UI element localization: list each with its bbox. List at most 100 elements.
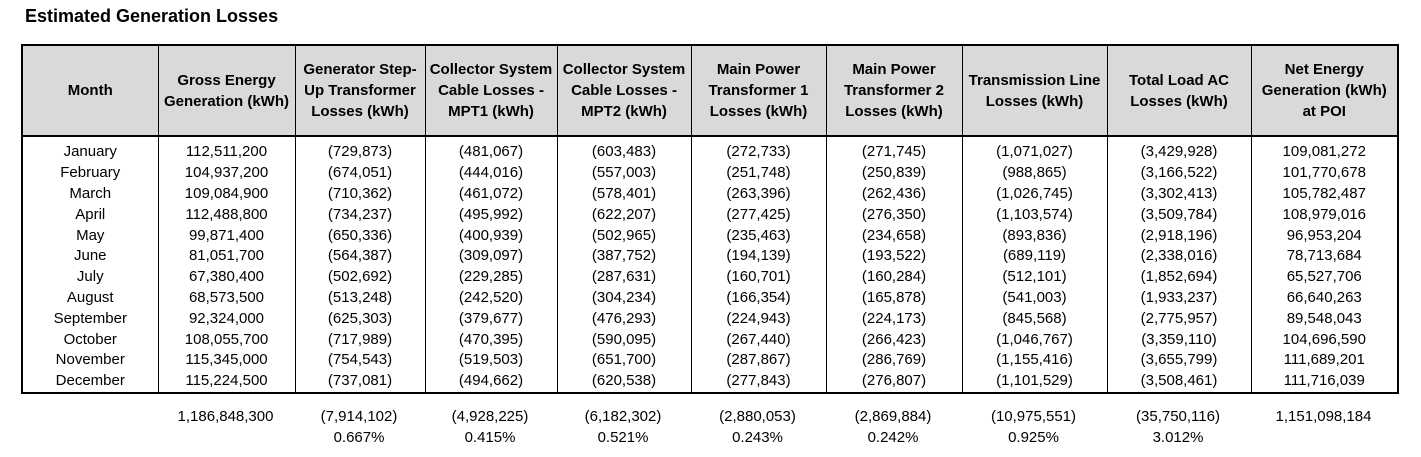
table-row: August 68,573,500 (513,248) (242,520) (304,2… [21,287,1399,309]
table-row: February 104,937,200 (674,051) (444,016) (55… [21,162,1399,184]
value-cell: (893,836) [961,225,1108,246]
table-row: September 92,324,000 (625,303) (379,677) (47… [21,308,1399,330]
percentage-cell: 3.012% [1152,429,1204,447]
value-cell: (689,119) [961,245,1108,267]
value-cell: (1,046,767) [961,329,1108,350]
month-cell: April [21,204,159,226]
value-cell: (444,016) [424,162,558,184]
value-cell: 104,937,200 [157,162,296,184]
total-cell: 1,151,098,184 [1275,408,1372,426]
value-cell: 111,716,039 [1250,370,1399,394]
value-cell: (603,483) [556,136,692,163]
value-cell: 65,527,706 [1250,266,1399,288]
table-row: October 108,055,700 (717,989) (470,395) (590… [21,329,1399,350]
table-row: July 67,380,400 (502,692) (229,285) (287,631… [21,266,1399,288]
value-cell: (165,878) [825,287,963,309]
value-cell: (620,538) [556,370,692,394]
value-cell: (234,658) [825,225,963,246]
value-cell: (590,095) [556,329,692,350]
value-cell: 78,713,684 [1250,245,1399,267]
month-cell: October [21,329,159,350]
value-cell: (1,026,745) [961,183,1108,205]
value-cell: (494,662) [424,370,558,394]
value-cell: (263,396) [690,183,827,205]
value-cell: 105,782,487 [1250,183,1399,205]
value-cell: 68,573,500 [157,287,296,309]
value-cell: (286,769) [825,349,963,371]
header-net-energy: Net Energy Generation (kWh) at POI [1250,44,1399,137]
header-collector-mpt1: Collector System Cable Losses - MPT1 (kW… [424,44,558,137]
value-cell: (267,440) [690,329,827,350]
value-cell: 101,770,678 [1250,162,1399,184]
value-cell: 109,081,272 [1250,136,1399,163]
value-cell: (737,081) [294,370,426,394]
value-cell: (519,503) [424,349,558,371]
percentage-cell [21,428,157,449]
value-cell: (476,293) [556,308,692,330]
value-cell: (502,692) [294,266,426,288]
month-cell: March [21,183,159,205]
value-cell: (242,520) [424,287,558,309]
percentage-cell: 0.415% [464,429,516,447]
percentages-row: 0.667% 0.415% 0.521% 0.243% 0.242% 0.925% 3.01… [21,428,1397,449]
totals-row: 1,186,848,300 (7,914,102) (4,928,225) (6,18… [21,402,1397,428]
value-cell: 111,689,201 [1250,349,1399,371]
value-cell: (1,933,237) [1106,287,1252,309]
table-row: May 99,871,400 (650,336) (400,939) (502,965)… [21,225,1399,246]
value-cell: (650,336) [294,225,426,246]
value-cell: (272,733) [690,136,827,163]
value-cell: (276,807) [825,370,963,394]
month-cell: July [21,266,159,288]
value-cell: (3,166,522) [1106,162,1252,184]
value-cell: (470,395) [424,329,558,350]
value-cell: (266,423) [825,329,963,350]
total-cell: (6,182,302) [584,408,662,426]
percentage-cell [1250,428,1397,449]
month-cell: May [21,225,159,246]
value-cell: (2,338,016) [1106,245,1252,267]
table-body: January 112,511,200 (729,873) (481,067) (603… [21,136,1399,394]
value-cell: 108,055,700 [157,329,296,350]
value-cell: 112,511,200 [157,136,296,163]
value-cell: (710,362) [294,183,426,205]
value-cell: (578,401) [556,183,692,205]
percentage-cell: 0.243% [732,429,783,447]
value-cell: (729,873) [294,136,426,163]
value-cell: (651,700) [556,349,692,371]
value-cell: 67,380,400 [157,266,296,288]
value-cell: (622,207) [556,204,692,226]
value-cell: 92,324,000 [157,308,296,330]
value-cell: (3,359,110) [1106,329,1252,350]
totals-table: 1,186,848,300 (7,914,102) (4,928,225) (6,18… [21,402,1397,449]
value-cell: 112,488,800 [157,204,296,226]
value-cell: (1,103,574) [961,204,1108,226]
value-cell: (400,939) [424,225,558,246]
value-cell: (541,003) [961,287,1108,309]
value-cell: 96,953,204 [1250,225,1399,246]
value-cell: 99,871,400 [157,225,296,246]
header-transmission-losses: Transmission Line Losses (kWh) [961,44,1108,137]
header-gsu-losses: Generator Step-Up Transformer Losses (kW… [294,44,426,137]
value-cell: (309,097) [424,245,558,267]
value-cell: (495,992) [424,204,558,226]
value-cell: 104,696,590 [1250,329,1399,350]
total-cell: (7,914,102) [320,408,398,426]
value-cell: (166,354) [690,287,827,309]
value-cell: (502,965) [556,225,692,246]
value-cell: 108,979,016 [1250,204,1399,226]
total-cell: (10,975,551) [990,408,1077,426]
table-row: January 112,511,200 (729,873) (481,067) (603… [21,136,1399,163]
table-row: June 81,051,700 (564,387) (309,097) (387,752… [21,245,1399,267]
value-cell: (304,234) [556,287,692,309]
percentage-cell: 0.925% [1008,429,1059,447]
month-cell: November [21,349,159,371]
value-cell: (625,303) [294,308,426,330]
value-cell: (461,072) [424,183,558,205]
table-row: March 109,084,900 (710,362) (461,072) (578,4… [21,183,1399,205]
table-row: November 115,345,000 (754,543) (519,503) (65… [21,349,1399,371]
value-cell: (2,918,196) [1106,225,1252,246]
value-cell: (224,943) [690,308,827,330]
month-cell: February [21,162,159,184]
value-cell: (277,843) [690,370,827,394]
month-cell: January [21,136,159,163]
